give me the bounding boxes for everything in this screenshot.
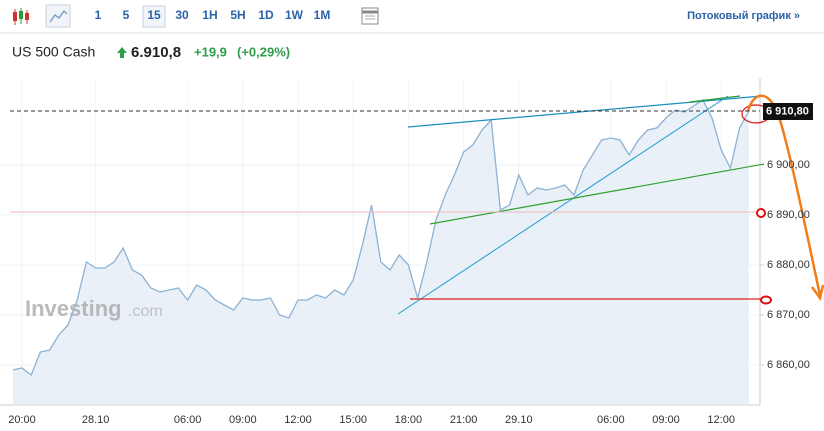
watermark-brand: Investing — [25, 296, 122, 321]
forecast-arrow — [746, 94, 822, 296]
y-tick-label: 6 870,00 — [767, 309, 810, 321]
instrument-price: 6.910,8 — [131, 44, 181, 61]
area-icon[interactable] — [45, 4, 71, 28]
x-tick-label: 15:00 — [339, 414, 367, 426]
x-tick-label: 29.10 — [505, 414, 533, 426]
stream-link[interactable]: Потоковый график » — [687, 10, 800, 22]
area-fill — [12, 100, 749, 405]
x-tick-label: 12:00 — [284, 414, 312, 426]
x-tick-label: 06:00 — [597, 414, 625, 426]
table-icon[interactable] — [361, 7, 379, 25]
level-handle — [760, 295, 772, 305]
selected-interval-box — [142, 5, 166, 28]
instrument-change-pct: (+0,29%) — [237, 44, 290, 59]
y-tick-label: 6 880,00 — [767, 259, 810, 271]
instrument-name: US 500 Cash — [12, 44, 95, 60]
interval-button[interactable]: 1H — [202, 8, 217, 22]
instrument-change: +19,9 — [194, 44, 227, 59]
interval-button[interactable]: 1 — [95, 8, 102, 22]
y-tick-label: 6 900,00 — [767, 159, 810, 171]
interval-button[interactable]: 30 — [175, 8, 189, 22]
watermark-suffix: .com — [128, 303, 163, 320]
interval-button[interactable]: 1M — [314, 8, 331, 22]
plot — [0, 78, 764, 405]
candles-icon[interactable] — [13, 8, 29, 25]
x-tick-label: 09:00 — [652, 414, 680, 426]
current-price-box — [763, 103, 813, 120]
price-overlay: 6 910,80 — [10, 103, 813, 120]
interval-button[interactable]: 5 — [123, 8, 130, 22]
forecast-arrow-head — [810, 284, 824, 301]
x-tick-label: 21:00 — [450, 414, 478, 426]
current-price-label: 6 910,80 — [766, 105, 809, 117]
x-tick-label: 09:00 — [229, 414, 257, 426]
interval-button[interactable]: 15 — [147, 8, 161, 22]
price-line — [12, 99, 750, 377]
up-arrow — [117, 47, 127, 58]
level-handle — [756, 208, 766, 218]
y-tick-label: 6 860,00 — [767, 359, 810, 371]
trend-line-top-green — [689, 95, 741, 103]
trend-line-support — [429, 163, 765, 225]
trend-line-diagonal — [397, 95, 729, 315]
x-tick-label: 06:00 — [174, 414, 202, 426]
x-tick-label: 18:00 — [395, 414, 423, 426]
x-tick-label: 12:00 — [707, 414, 735, 426]
x-tick-label: 28.10 — [82, 414, 110, 426]
interval-button[interactable]: 1W — [285, 8, 304, 22]
x-tick-label: 20:00 — [8, 414, 36, 426]
interval-button[interactable]: 1D — [258, 8, 274, 22]
y-tick-label: 6 890,00 — [767, 209, 810, 221]
interval-button[interactable]: 5H — [230, 8, 245, 22]
